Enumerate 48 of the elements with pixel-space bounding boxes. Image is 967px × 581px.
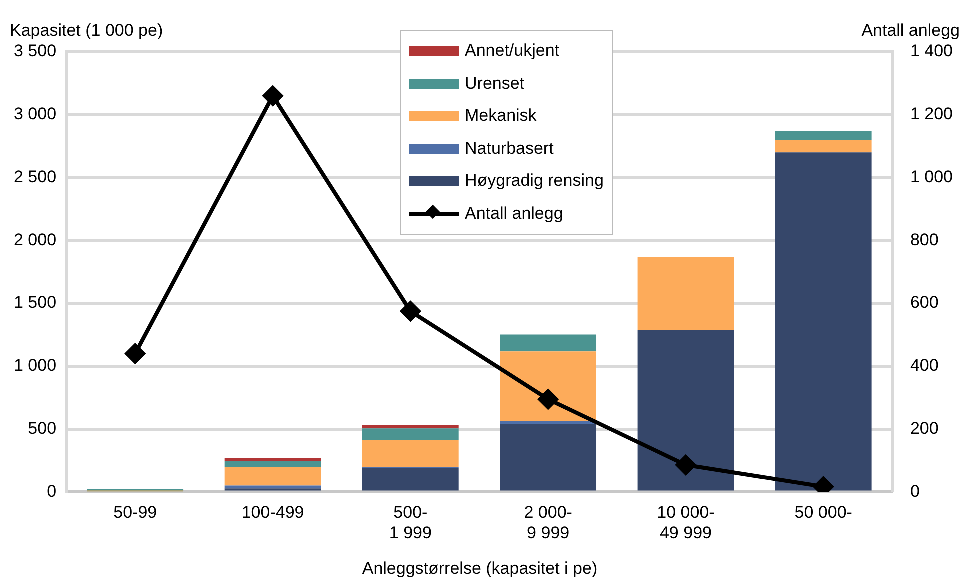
bar bbox=[500, 421, 597, 425]
y-tick-label: 1 000 bbox=[14, 356, 57, 376]
x-tick-label: 500- 1 999 bbox=[389, 503, 432, 542]
point bbox=[400, 301, 421, 322]
y-tick-label: 500 bbox=[28, 419, 57, 438]
point bbox=[538, 389, 558, 410]
y2-tick-label: 800 bbox=[910, 230, 939, 250]
bar bbox=[500, 334, 597, 352]
x-tick-label: 100-499 bbox=[242, 503, 304, 522]
y-tick-label: 3 500 bbox=[14, 42, 57, 61]
y2-tick-label: 1 400 bbox=[910, 42, 954, 61]
bar bbox=[775, 140, 872, 153]
bar bbox=[775, 131, 872, 140]
y2-tick-label: 400 bbox=[910, 356, 939, 376]
x-tick-label: 10 000- 49 999 bbox=[657, 503, 715, 542]
x-tick-label: 50 000- bbox=[794, 503, 852, 522]
y2-tick-label: 1 200 bbox=[910, 104, 954, 124]
bar bbox=[500, 352, 597, 422]
bar bbox=[224, 467, 322, 486]
x-tick-label: 50-99 bbox=[114, 503, 158, 522]
legend-label: Høygradig rensing bbox=[465, 171, 604, 192]
legend-label: Urenset bbox=[465, 74, 525, 94]
y2-tick-label: 600 bbox=[910, 293, 939, 312]
point bbox=[676, 455, 696, 476]
y-tick-label: 1 500 bbox=[14, 293, 57, 312]
bar bbox=[638, 257, 734, 330]
legend-label: Annet/ukjent bbox=[465, 41, 560, 62]
point bbox=[263, 86, 284, 106]
bar bbox=[362, 440, 459, 468]
y-tick-label: 0 bbox=[47, 482, 57, 501]
point bbox=[125, 344, 146, 364]
bar bbox=[362, 425, 459, 429]
bar bbox=[224, 458, 322, 462]
y-tick-label: 3 000 bbox=[14, 104, 57, 124]
y2-tick-label: 200 bbox=[910, 419, 939, 438]
legend-label: Antall anlegg bbox=[465, 204, 564, 224]
legend-label: Mekanisk bbox=[465, 106, 537, 126]
y2-axis-title: Antall anlegg bbox=[862, 21, 960, 40]
x-axis-title: Anleggstørrelse (kapasitet i pe) bbox=[362, 559, 598, 578]
x-tick-label: 2 000- 9 999 bbox=[524, 503, 572, 542]
y2-tick-label: 1 000 bbox=[910, 167, 954, 186]
y-tick-label: 2 500 bbox=[14, 167, 57, 186]
y2-tick-label: 0 bbox=[910, 482, 920, 501]
y-axis-title: Kapasitet (1 000 pe) bbox=[10, 21, 164, 40]
legend-label: Naturbasert bbox=[465, 138, 554, 159]
bar bbox=[362, 428, 459, 440]
bar bbox=[224, 461, 322, 468]
y-tick-label: 2 000 bbox=[14, 230, 57, 250]
